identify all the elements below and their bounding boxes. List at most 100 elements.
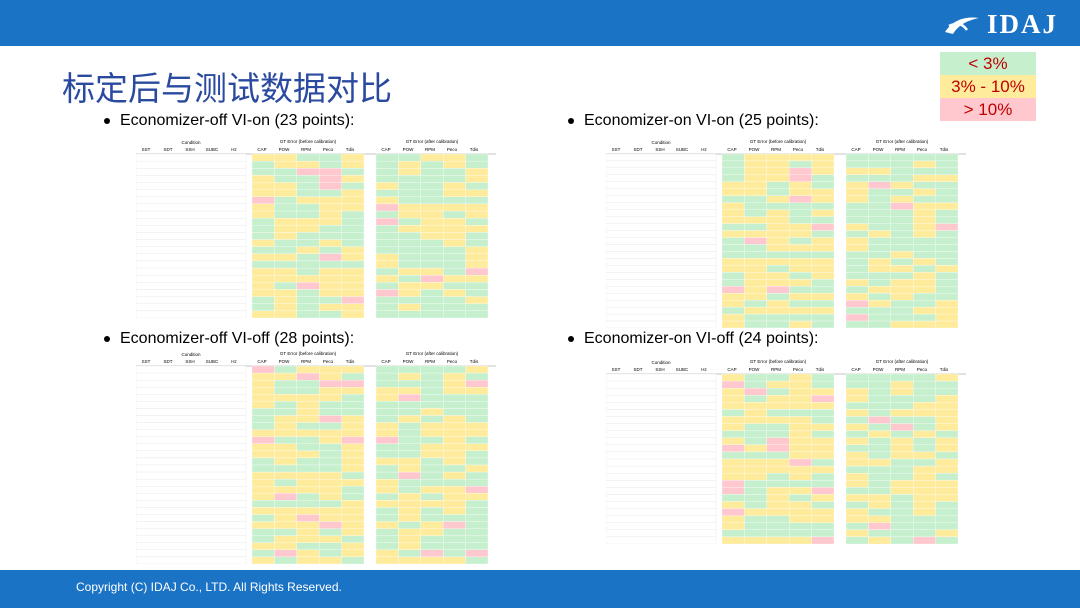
error-cell (341, 464, 365, 473)
error-cell (913, 272, 936, 280)
error-cell (811, 388, 835, 396)
error-cell (251, 542, 275, 551)
error-cell (296, 450, 320, 459)
error-cell (341, 514, 365, 522)
error-cell (935, 209, 959, 217)
error-cell (398, 267, 421, 276)
error-cell (766, 473, 790, 481)
error-cell (274, 168, 297, 176)
error-cell (251, 471, 275, 480)
error-cell (443, 394, 466, 402)
error-cell (420, 542, 444, 551)
error-cell (375, 500, 399, 508)
condition-cell (606, 272, 717, 280)
error-cell (890, 313, 914, 322)
before-header: GT Error (before calibration) (750, 359, 807, 364)
error-cell (744, 402, 767, 410)
error-cell (296, 310, 320, 318)
condition-cell (136, 394, 247, 402)
error-cell (845, 160, 869, 169)
error-cell (744, 451, 767, 460)
error-cell (913, 437, 936, 445)
error-cell (420, 153, 444, 162)
condition-cell (606, 223, 717, 231)
error-cell (251, 493, 275, 501)
error-cell (251, 457, 275, 466)
error-cell (721, 522, 745, 530)
error-cell (465, 365, 489, 374)
error-cell (789, 444, 812, 453)
error-cell (868, 223, 891, 231)
error-cell (721, 536, 745, 544)
error-cell (465, 549, 489, 558)
error-cell (868, 160, 891, 169)
error-cell (913, 373, 936, 382)
error-cell (443, 556, 466, 564)
error-cell (913, 395, 936, 403)
error-cell (766, 223, 790, 231)
error-cell (890, 265, 914, 273)
error-cell (845, 388, 869, 396)
error-cell (375, 549, 399, 558)
error-col-header: POW (403, 359, 415, 364)
error-col-header: POW (873, 147, 885, 152)
error-cell (868, 451, 891, 460)
error-cell (811, 244, 835, 252)
condition-cell (606, 167, 717, 176)
error-cell (789, 223, 812, 231)
error-cell (251, 246, 275, 254)
error-cell (935, 223, 959, 231)
condition-cell (606, 216, 717, 224)
error-col-header: Peco (323, 359, 334, 364)
error-cell (845, 279, 869, 287)
condition-cell (136, 372, 247, 381)
error-cell (721, 300, 745, 308)
before-header: GT Error (before calibration) (750, 139, 807, 144)
error-cell (789, 209, 812, 217)
error-cell (274, 457, 297, 466)
error-cell (319, 549, 342, 558)
legend-red: > 10% (940, 98, 1036, 121)
error-cell (319, 267, 342, 276)
error-cell (341, 275, 365, 283)
error-cell (465, 310, 489, 318)
error-cell (465, 528, 489, 536)
error-cell (766, 388, 790, 396)
error-cell (420, 296, 444, 304)
condition-cell (606, 258, 717, 266)
error-cell (274, 303, 297, 312)
error-cell (420, 436, 444, 444)
error-col-header: POW (873, 367, 885, 372)
error-cell (868, 494, 891, 502)
condition-cell (606, 437, 717, 445)
condition-cell (136, 246, 247, 254)
error-cell (766, 494, 790, 502)
error-cell (721, 494, 745, 502)
error-cell (935, 306, 959, 315)
error-cell (766, 501, 790, 509)
error-cell (935, 494, 959, 502)
error-col-header: CAP (851, 367, 860, 372)
error-cell (913, 209, 936, 217)
error-cell (465, 239, 489, 247)
error-cell (420, 471, 444, 480)
error-cell (766, 444, 790, 453)
error-cell (420, 210, 444, 219)
error-cell (465, 267, 489, 276)
error-cell (744, 529, 767, 538)
error-cell (375, 422, 399, 430)
error-cell (251, 429, 275, 437)
condition-cell (606, 451, 717, 460)
error-cell (744, 188, 767, 196)
error-cell (274, 549, 297, 558)
error-cell (890, 458, 914, 467)
error-cell (935, 230, 959, 238)
error-col-header: Tdis (816, 367, 825, 372)
error-cell (744, 223, 767, 231)
error-cell (890, 522, 914, 530)
error-cell (251, 267, 275, 276)
error-cell (375, 464, 399, 473)
error-cell (465, 303, 489, 312)
error-cell (789, 380, 812, 389)
error-cell (296, 282, 320, 290)
